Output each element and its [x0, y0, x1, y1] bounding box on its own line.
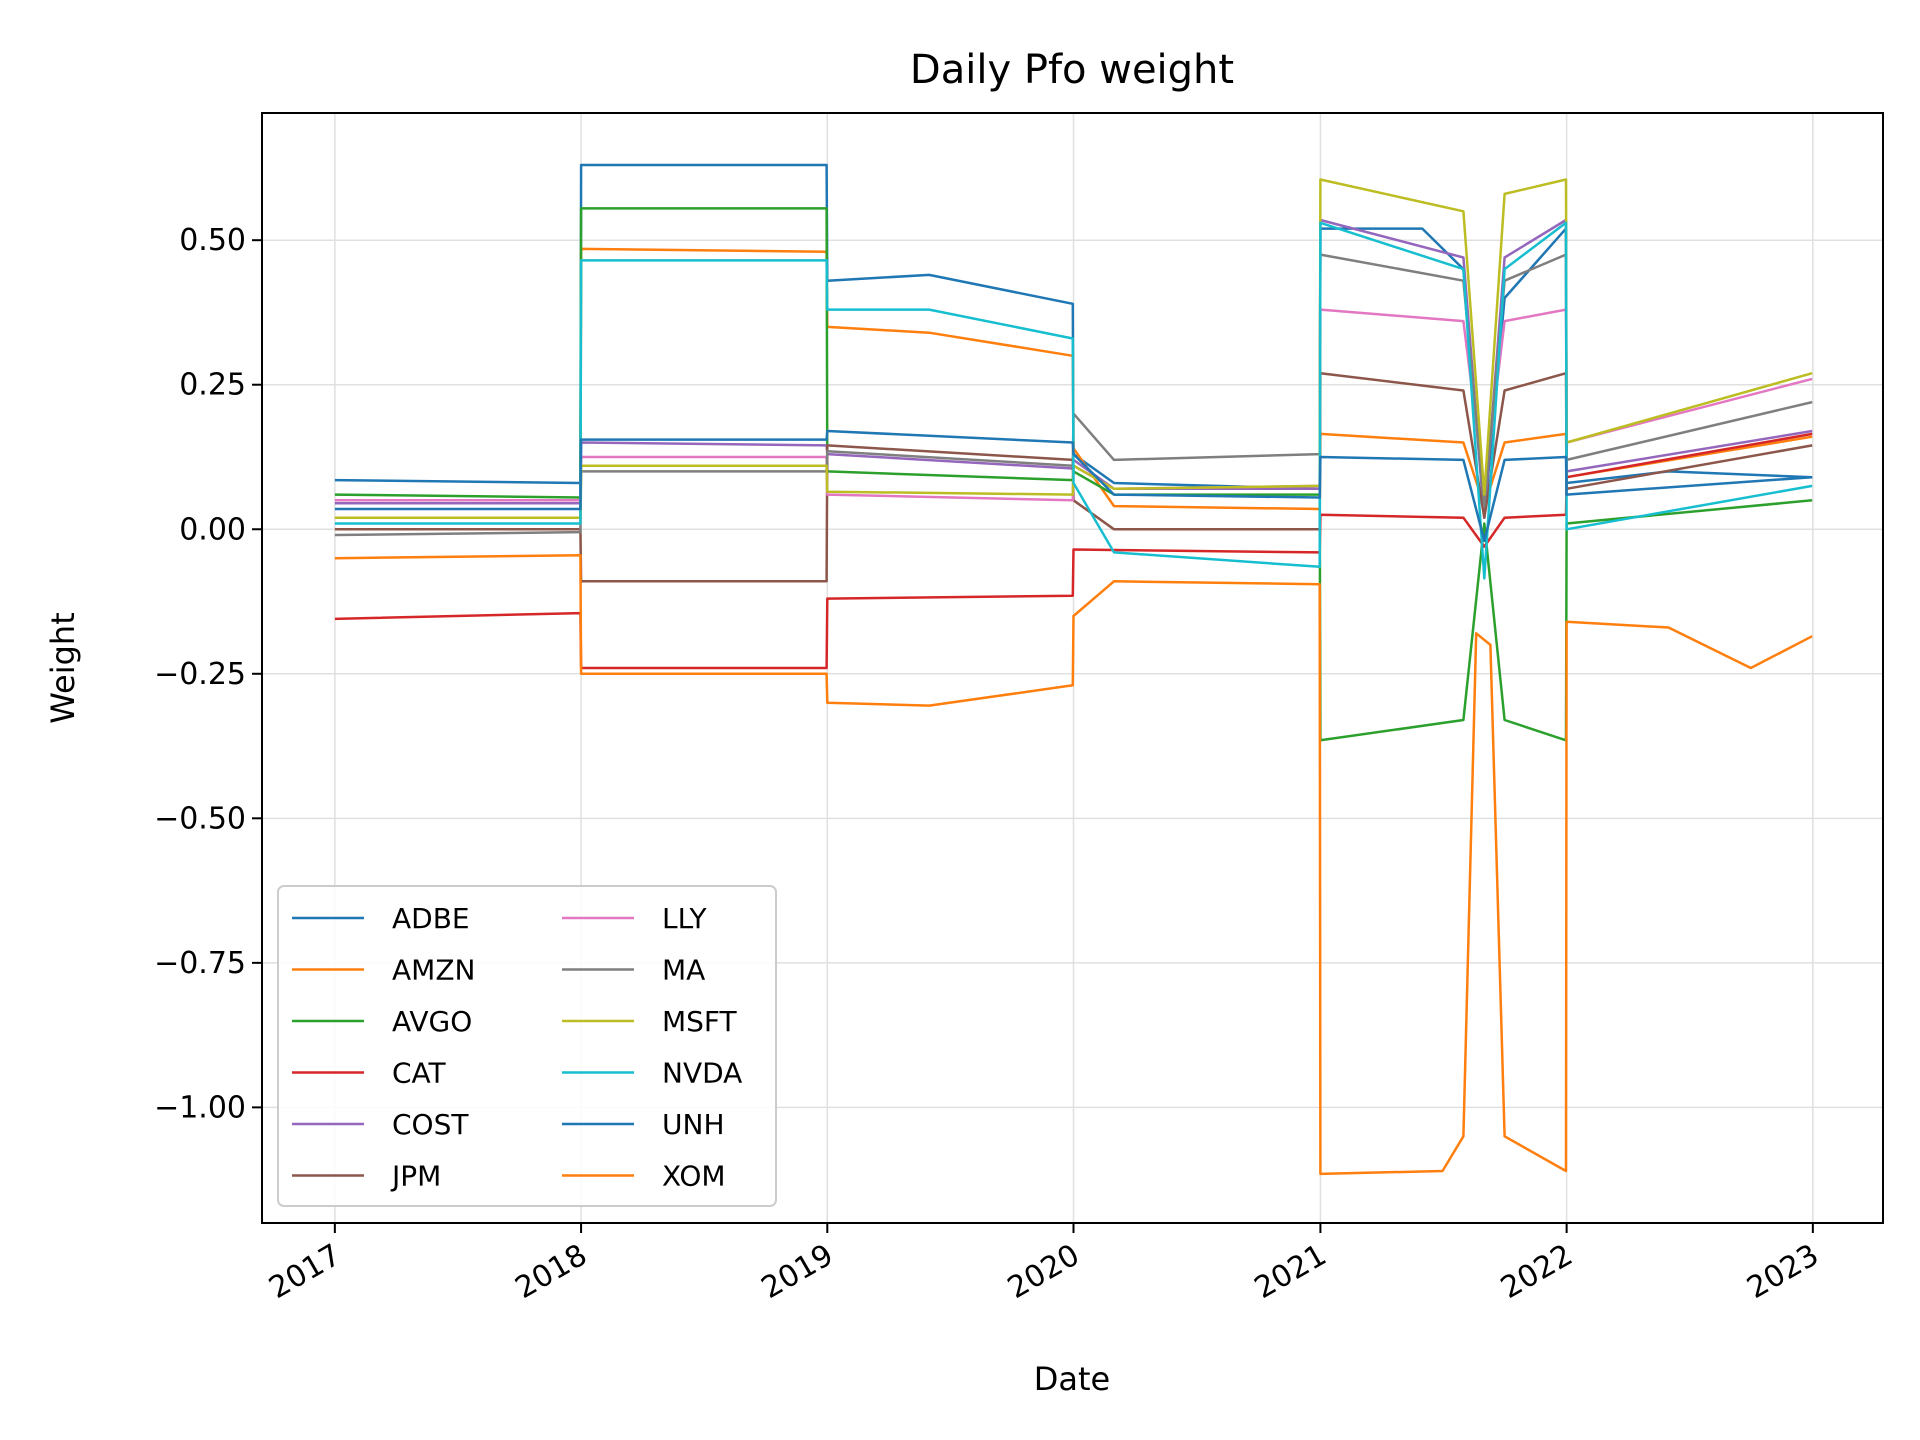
- legend-item-amzn: AMZN: [292, 954, 475, 987]
- y-tick-label: −0.25: [154, 657, 246, 692]
- series-line-xom: [334, 554, 1813, 1176]
- legend-item-cost: COST: [292, 1108, 469, 1141]
- y-tick-label: 0.50: [179, 223, 246, 258]
- legend-item-cat: CAT: [292, 1057, 447, 1090]
- x-tick-label: 2018: [509, 1238, 593, 1306]
- y-axis-ticks: 0.50 0.25 0.00 −0.25 −0.50 −0.75 −1.00: [154, 223, 262, 1125]
- legend-label: MSFT: [662, 1005, 738, 1038]
- x-axis-label: Date: [1034, 1360, 1110, 1398]
- series-line-msft: [334, 178, 1813, 519]
- legend: ADBE AMZN AVGO CAT COST JPM LLY MA MSFT NVDA UNH XO…: [277, 885, 777, 1207]
- chart-title: Daily Pfo weight: [910, 47, 1234, 93]
- legend-item-lly: LLY: [562, 902, 707, 935]
- series-line-amzn: [334, 247, 1813, 519]
- x-tick-label: 2023: [1741, 1238, 1825, 1306]
- legend-label: JPM: [390, 1160, 441, 1193]
- plot-area-frame: [261, 112, 1884, 1224]
- legend-label: XOM: [662, 1160, 726, 1193]
- y-tick-label: 0.25: [179, 368, 246, 403]
- series-line-nvda: [334, 221, 1813, 580]
- series-line-unh: [334, 429, 1813, 543]
- series-lines: [334, 163, 1813, 1176]
- legend-label: AVGO: [392, 1005, 472, 1038]
- legend-item-nvda: NVDA: [562, 1057, 742, 1090]
- y-tick-label: 0.00: [179, 512, 246, 547]
- x-tick-label: 2022: [1495, 1238, 1579, 1306]
- legend-label: AMZN: [392, 954, 475, 987]
- legend-label: MA: [662, 954, 705, 987]
- x-tick-label: 2017: [263, 1238, 347, 1306]
- legend-label: UNH: [662, 1108, 725, 1141]
- legend-item-ma: MA: [562, 954, 705, 987]
- legend-label: NVDA: [662, 1057, 742, 1090]
- series-line-jpm: [334, 371, 1813, 583]
- legend-label: COST: [392, 1108, 469, 1141]
- legend-item-xom: XOM: [562, 1160, 726, 1193]
- legend-label: LLY: [662, 902, 707, 935]
- legend-label: ADBE: [392, 902, 470, 935]
- y-tick-label: −1.00: [154, 1090, 246, 1125]
- legend-item-adbe: ADBE: [292, 902, 470, 935]
- y-tick-label: −0.50: [154, 801, 246, 836]
- x-tick-label: 2020: [1002, 1238, 1086, 1306]
- series-line-ma: [334, 253, 1813, 537]
- legend-item-jpm: JPM: [292, 1160, 441, 1193]
- y-axis-label: Weight: [44, 612, 82, 723]
- legend-item-msft: MSFT: [562, 1005, 738, 1038]
- x-axis-ticks: 2017 2018 2019 2020 2021 2022 2023: [263, 1223, 1825, 1306]
- series-line-avgo: [334, 207, 1813, 742]
- series-line-cost: [334, 218, 1813, 519]
- legend-item-avgo: AVGO: [292, 1005, 472, 1038]
- x-tick-label: 2021: [1249, 1238, 1333, 1306]
- legend-box: [277, 885, 777, 1207]
- y-tick-label: −0.75: [154, 946, 246, 981]
- legend-label: CAT: [392, 1057, 447, 1090]
- x-tick-label: 2019: [756, 1238, 840, 1306]
- legend-item-unh: UNH: [562, 1108, 725, 1141]
